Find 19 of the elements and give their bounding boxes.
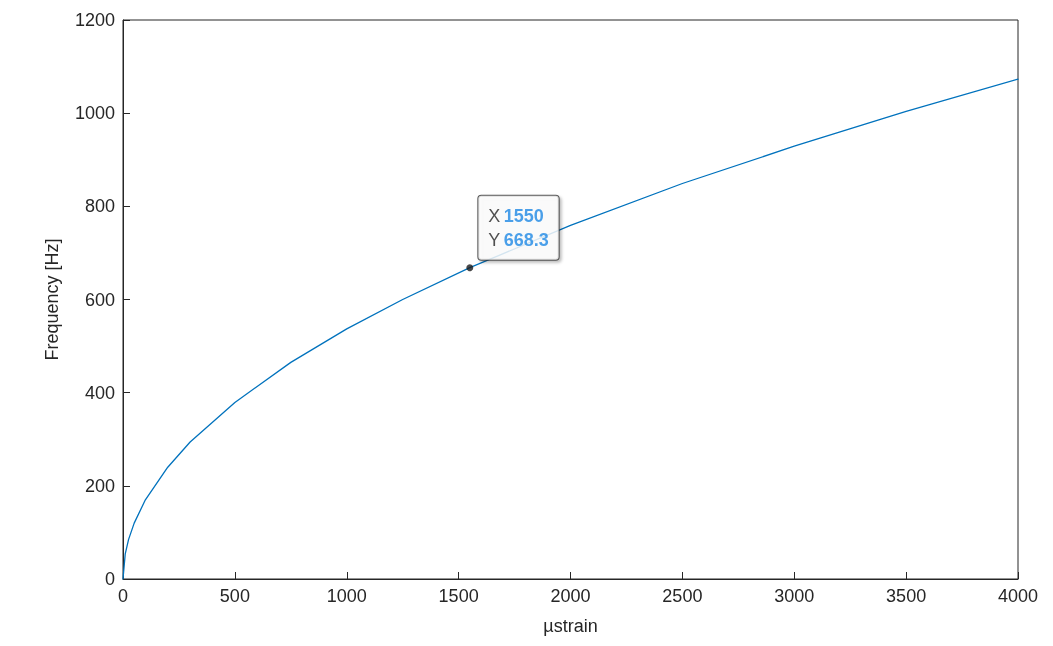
x-tick-label: 500 (219, 586, 250, 606)
x-tick-label: 4000 (997, 586, 1039, 606)
x-tick-label: 2500 (662, 586, 703, 606)
y-tick-label: 0 (104, 569, 115, 589)
x-tick-label: 1500 (438, 586, 479, 606)
x-axis-title: µstrain (543, 616, 598, 636)
y-tick-label: 600 (84, 289, 115, 310)
y-tick-label: 1200 (74, 10, 115, 30)
y-axis-title: Frequency [Hz] (42, 238, 62, 361)
annotation: X 1550 Y 668.3 (488, 205, 549, 250)
y-tick-label: 400 (84, 382, 115, 403)
y-tick-label: 1000 (74, 103, 115, 124)
x-tick-label: 3500 (886, 586, 927, 606)
x-tick-label: 2000 (550, 586, 591, 606)
x-tick-label: 1000 (326, 586, 367, 606)
x-tick-label: 3000 (774, 586, 815, 606)
y-tick-label: 200 (84, 475, 115, 496)
y-tick-label: 800 (84, 196, 115, 217)
x-tick-label: 0 (117, 586, 129, 606)
